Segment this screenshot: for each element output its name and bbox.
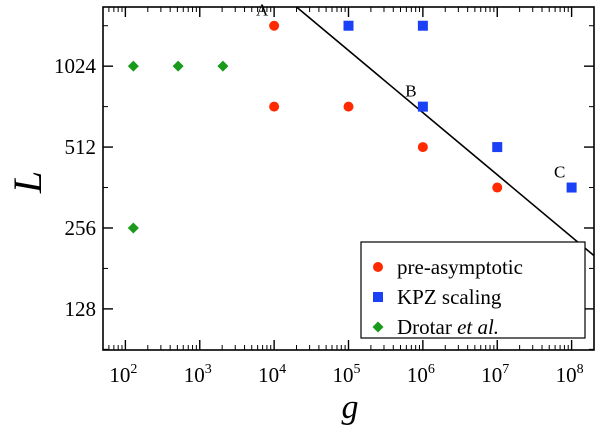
legend-box [360, 241, 586, 339]
data-point [343, 20, 354, 31]
x-tick-label: 105 [333, 362, 361, 387]
legend-label: pre-asymptotic [397, 255, 523, 279]
legend-marker [373, 262, 383, 272]
data-points [127, 20, 577, 234]
annotations: A B C [256, 1, 565, 182]
legend: pre-asymptotic KPZ scaling Drotar et al. [360, 241, 586, 339]
data-point [417, 142, 428, 153]
data-point [417, 101, 428, 112]
legend-marker [372, 321, 384, 333]
data-point [417, 20, 428, 31]
data-point [566, 182, 577, 193]
y-tick-label: 1024 [54, 54, 97, 78]
y-axis-label: L [5, 171, 50, 194]
legend-label: Drotar et al. [397, 315, 499, 339]
data-point [492, 142, 503, 153]
y-tick-label: 256 [65, 216, 97, 240]
data-point [269, 20, 280, 31]
x-tick-label: 108 [556, 362, 584, 387]
x-tick-label: 106 [407, 362, 435, 387]
y-tick-label: 128 [65, 297, 97, 321]
data-point [127, 60, 139, 72]
y-tick-label: 512 [65, 135, 97, 159]
data-point [269, 101, 280, 112]
data-point [217, 60, 229, 72]
data-point [492, 182, 503, 193]
fit-line-layer [296, 6, 595, 257]
legend-marker [373, 292, 383, 302]
x-axis-label: g [342, 389, 359, 426]
x-tick-label: 102 [109, 362, 137, 387]
fit-line [296, 6, 595, 257]
annotation-label: C [554, 163, 565, 182]
data-point [127, 222, 139, 234]
x-tick-label: 107 [481, 362, 509, 387]
legend-label: KPZ scaling [397, 285, 502, 309]
annotation-label: B [405, 82, 416, 101]
legend-items: pre-asymptotic KPZ scaling Drotar et al. [372, 255, 523, 339]
x-tick-label: 104 [258, 362, 286, 387]
data-point [172, 60, 184, 72]
x-axis: 102 103 104 105 106 107 108 [102, 7, 595, 387]
annotation-label: A [256, 1, 269, 20]
y-axis: 128 256 512 1024 [54, 25, 594, 350]
data-point [343, 101, 354, 112]
x-tick-label: 103 [184, 362, 212, 387]
